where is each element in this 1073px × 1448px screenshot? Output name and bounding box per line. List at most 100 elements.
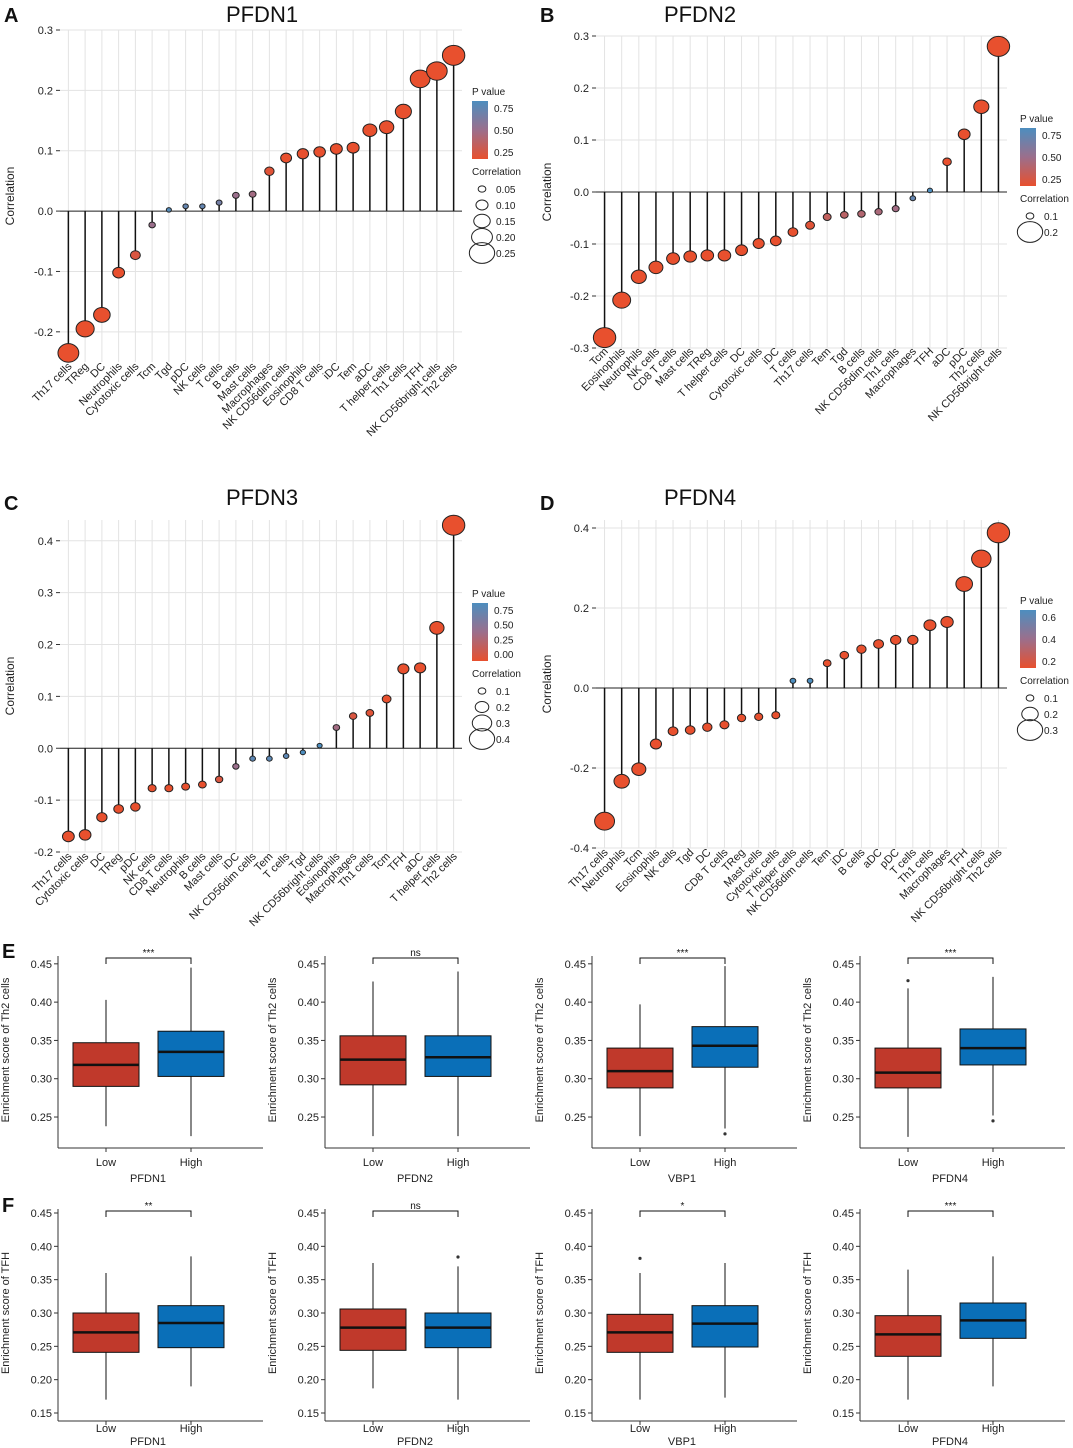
significance-label: ***	[677, 948, 689, 959]
y-tick-label: 0.45	[565, 959, 586, 971]
lollipop-dot	[631, 762, 647, 776]
legend-p-tick: 0.75	[1042, 131, 1062, 142]
y-tick-label: 0.45	[31, 1208, 52, 1220]
lollipop-dot	[296, 148, 310, 160]
lollipop-dot	[96, 812, 108, 823]
low-box	[339, 1308, 407, 1351]
legend-p-title: P value	[1020, 114, 1054, 125]
box-panel-E-PFDN4: 0.25 0.30 0.35 0.40 0.45 Enrichment score of …	[802, 948, 1065, 1185]
x-tick-label: High	[982, 1423, 1005, 1435]
lollipop-dot	[381, 694, 392, 704]
panel-title: PFDN3	[226, 485, 298, 510]
significance-bracket	[907, 957, 994, 964]
x-tick-label: High	[180, 1157, 203, 1169]
lollipop-dot	[754, 712, 764, 721]
y-tick-label: 0.4	[574, 523, 589, 535]
outlier-point	[991, 1119, 995, 1123]
lollipop-dot	[441, 44, 466, 66]
lollipop-dot	[973, 99, 990, 114]
lollipop-dot	[165, 207, 172, 213]
legend-size-circle	[1016, 221, 1044, 243]
y-tick-label: 0.15	[298, 1408, 319, 1420]
legend-size-circle	[1025, 212, 1035, 220]
lollipop-dot	[805, 220, 816, 230]
y-tick-label: -0.3	[570, 343, 589, 355]
lollipop-dot	[735, 244, 749, 257]
panel-letter: D	[540, 493, 554, 515]
lollipop-dot	[907, 634, 919, 646]
legend-size-circle	[473, 213, 491, 229]
plot-area	[60, 520, 462, 852]
legend-size-circle	[474, 700, 490, 714]
y-tick-label: 0.35	[833, 1275, 854, 1287]
lollipop-dot	[789, 677, 797, 684]
lollipop-dot	[806, 677, 814, 684]
lollipop-dot	[942, 157, 952, 167]
high-box	[424, 1312, 492, 1349]
y-tick-label: 0.2	[38, 85, 53, 97]
significance-bracket	[639, 957, 726, 964]
lollipop-dot	[332, 724, 341, 731]
legend-colorbar	[1020, 128, 1036, 186]
lollipop-dot	[429, 620, 445, 635]
x-tick-label: Low	[630, 1423, 650, 1435]
lollipop-dot	[683, 250, 698, 263]
lollipop-dot	[822, 212, 832, 221]
legend-c-title: Correlation	[1020, 676, 1069, 687]
gene-label: PFDN2	[397, 1436, 433, 1448]
legend-c-tick: 0.4	[496, 735, 510, 746]
legend-c-tick: 0.2	[1044, 710, 1058, 721]
legend-p-tick: 0.50	[494, 126, 514, 137]
y-tick-label: 0.25	[565, 1341, 586, 1353]
gene-label: PFDN2	[397, 1173, 433, 1185]
y-tick-label: 0.30	[565, 1074, 586, 1086]
legend-c-tick: 0.05	[496, 185, 516, 196]
y-tick-label: 0.20	[833, 1375, 854, 1387]
lollipop-dot	[299, 749, 307, 756]
box-panel-F-VBP1: 0.15 0.20 0.25 0.30 0.35 0.40 0.45 Enrichment s…	[534, 1201, 797, 1448]
lollipop-dot	[926, 187, 933, 194]
lollipop-dot	[630, 269, 647, 285]
lollipop-dot	[148, 221, 156, 229]
legend-colorbar	[472, 603, 488, 661]
y-tick-label: 0.25	[565, 1112, 586, 1124]
gene-label: PFDN4	[932, 1436, 968, 1448]
lollipop-dot	[248, 190, 257, 198]
lollipop-dot	[684, 725, 696, 735]
lollipop-dot	[232, 763, 240, 770]
lollipop-dot	[971, 549, 992, 568]
lollipop-dot	[613, 773, 630, 789]
y-axis-label: Enrichment score of Th2 cells	[534, 977, 546, 1122]
significance-label: **	[145, 1201, 153, 1212]
legend-size-circle	[477, 185, 487, 193]
y-tick-label: 0.15	[833, 1408, 854, 1420]
x-tick-label: Low	[96, 1423, 116, 1435]
legend-c-title: Correlation	[1020, 194, 1069, 205]
lollipop-dot	[649, 738, 663, 750]
legend-p-tick: 0.2	[1042, 657, 1056, 668]
lollipop-dot	[362, 123, 378, 137]
legend-p-tick: 0.75	[494, 606, 514, 617]
lollipop-dot	[394, 103, 412, 120]
legend-c-tick: 0.3	[496, 719, 510, 730]
lollipop-dot	[822, 659, 832, 668]
panel-title: PFDN2	[664, 2, 736, 27]
significance-bracket	[907, 1210, 994, 1217]
y-axis-label: Enrichment score of TFH	[534, 1252, 546, 1374]
y-tick-label: 0.2	[38, 640, 53, 652]
plot-area	[596, 520, 1007, 848]
x-tick-label: High	[180, 1423, 203, 1435]
legend-p-tick: 0.75	[494, 104, 514, 115]
legend-c-tick: 0.1	[1044, 212, 1058, 223]
lollipop-dot	[414, 662, 427, 674]
panel-title: PFDN4	[664, 485, 736, 510]
significance-label: ***	[945, 948, 957, 959]
y-axis-label: Enrichment score of Th2 cells	[0, 977, 12, 1122]
lollipop-dot	[700, 249, 715, 262]
significance-label: ***	[143, 948, 155, 959]
outlier-point	[723, 1132, 727, 1136]
lollipop-dot	[266, 755, 273, 762]
y-tick-label: 0.40	[31, 1241, 52, 1253]
